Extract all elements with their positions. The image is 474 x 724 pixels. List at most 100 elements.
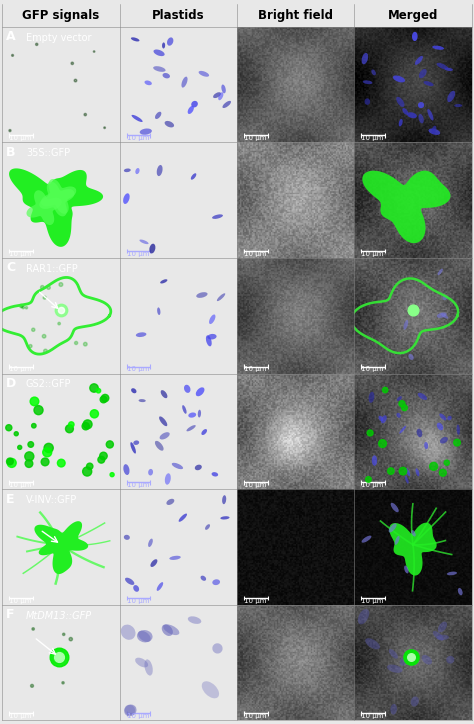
Ellipse shape	[145, 660, 153, 675]
Point	[101, 392, 109, 404]
Point	[60, 628, 67, 640]
Text: 10 μm: 10 μm	[9, 597, 32, 604]
Ellipse shape	[400, 657, 407, 666]
Polygon shape	[39, 182, 74, 216]
Ellipse shape	[166, 499, 174, 505]
Polygon shape	[9, 169, 103, 247]
Ellipse shape	[431, 126, 437, 134]
Point	[399, 466, 407, 477]
Ellipse shape	[412, 32, 418, 41]
Ellipse shape	[399, 426, 406, 434]
Text: F: F	[6, 608, 14, 621]
Point	[40, 330, 48, 342]
Point	[57, 304, 65, 316]
Ellipse shape	[222, 101, 231, 108]
Ellipse shape	[137, 630, 153, 642]
Point	[45, 282, 52, 293]
Ellipse shape	[202, 681, 219, 699]
Point	[69, 57, 76, 69]
Text: Bright field: Bright field	[258, 9, 333, 22]
Ellipse shape	[396, 413, 401, 418]
Text: 10 μm: 10 μm	[127, 713, 149, 719]
Text: 10 μm: 10 μm	[244, 135, 266, 141]
Ellipse shape	[140, 128, 152, 135]
Ellipse shape	[153, 66, 165, 72]
Ellipse shape	[150, 559, 157, 567]
Ellipse shape	[148, 469, 153, 476]
Point	[29, 623, 37, 635]
Ellipse shape	[458, 588, 463, 595]
Point	[29, 324, 37, 335]
Ellipse shape	[182, 77, 188, 88]
Point	[6, 125, 14, 136]
Ellipse shape	[443, 295, 447, 300]
Point	[23, 302, 30, 313]
Point	[67, 418, 75, 430]
Ellipse shape	[162, 43, 165, 49]
Text: 10 μm: 10 μm	[361, 135, 384, 141]
Ellipse shape	[407, 112, 417, 118]
Point	[57, 458, 65, 469]
Ellipse shape	[135, 657, 148, 668]
Point	[91, 408, 98, 420]
Ellipse shape	[132, 115, 143, 122]
Ellipse shape	[439, 413, 447, 421]
Ellipse shape	[217, 293, 225, 301]
Ellipse shape	[381, 416, 387, 424]
Ellipse shape	[446, 656, 455, 664]
Text: 10 μm: 10 μm	[244, 366, 266, 372]
Polygon shape	[362, 171, 450, 243]
Text: Empty vector: Empty vector	[26, 33, 91, 43]
Ellipse shape	[441, 313, 448, 319]
Point	[33, 38, 40, 50]
Point	[45, 442, 53, 454]
Ellipse shape	[124, 169, 131, 172]
Point	[82, 338, 89, 350]
Point	[379, 438, 386, 450]
Ellipse shape	[149, 244, 155, 253]
Point	[409, 304, 417, 316]
Ellipse shape	[123, 193, 130, 204]
Ellipse shape	[145, 80, 152, 85]
Text: 10 μm: 10 μm	[361, 597, 384, 604]
Ellipse shape	[437, 312, 447, 318]
Ellipse shape	[167, 38, 173, 46]
Point	[365, 473, 372, 485]
Ellipse shape	[416, 468, 419, 476]
Ellipse shape	[358, 609, 369, 624]
Ellipse shape	[212, 579, 220, 585]
Ellipse shape	[405, 476, 409, 484]
Text: D: D	[6, 377, 16, 390]
Ellipse shape	[138, 399, 146, 402]
Point	[55, 651, 63, 662]
Point	[100, 450, 107, 462]
Text: E: E	[6, 492, 14, 505]
Point	[98, 454, 105, 466]
Point	[57, 279, 64, 290]
Ellipse shape	[131, 38, 139, 41]
Point	[95, 385, 102, 397]
Text: Plastids: Plastids	[152, 9, 205, 22]
Ellipse shape	[447, 571, 457, 576]
Ellipse shape	[209, 314, 216, 324]
Ellipse shape	[447, 416, 452, 421]
Ellipse shape	[133, 440, 139, 445]
Ellipse shape	[218, 92, 223, 100]
Ellipse shape	[186, 425, 196, 432]
Point	[401, 402, 408, 413]
Ellipse shape	[212, 643, 223, 654]
Ellipse shape	[437, 423, 443, 430]
Ellipse shape	[211, 472, 218, 476]
Ellipse shape	[138, 631, 151, 642]
Ellipse shape	[135, 168, 139, 174]
Ellipse shape	[403, 320, 408, 329]
Text: 10 μm: 10 μm	[361, 251, 384, 257]
Ellipse shape	[124, 535, 130, 540]
Point	[55, 652, 62, 664]
Ellipse shape	[125, 704, 135, 715]
Ellipse shape	[222, 495, 226, 504]
Ellipse shape	[169, 556, 181, 560]
Ellipse shape	[172, 463, 183, 469]
Ellipse shape	[438, 269, 443, 275]
Text: GS2::GFP: GS2::GFP	[26, 379, 71, 390]
